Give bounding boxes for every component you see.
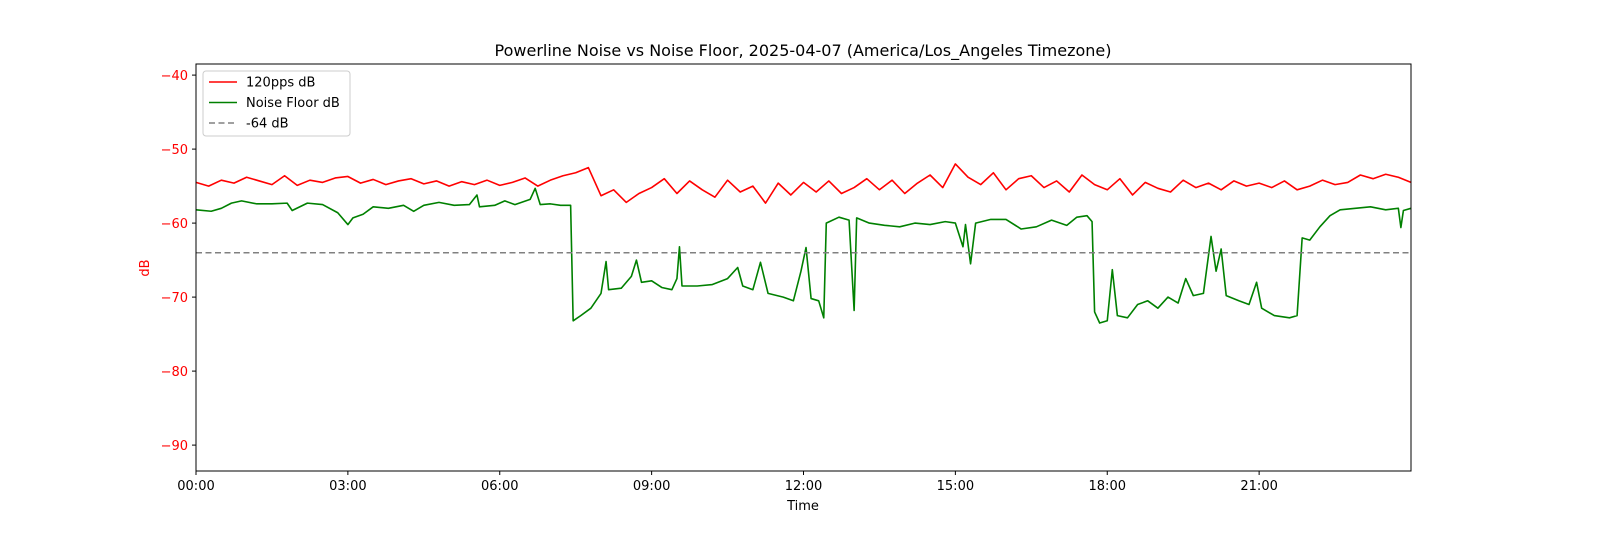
legend-box [202,70,351,137]
x-tick-label: 06:00 [481,479,518,494]
legend-label-1: Noise Floor dB [246,96,340,111]
y-tick-label: −40 [161,69,188,84]
series-layer [195,163,1412,324]
x-axis-label: Time [786,499,819,514]
legend-label-0: 120pps dB [246,76,315,91]
y-tick-label: −60 [161,217,188,232]
y-tick-label: −90 [161,439,188,454]
x-tick-label: 03:00 [329,479,366,494]
x-tick-label: 09:00 [633,479,670,494]
x-tick-label: 15:00 [937,479,974,494]
legend: 120pps dB Noise Floor dB -64 dB [202,70,351,137]
series-line-1 [195,187,1412,324]
y-axis: −40 −50 −60 −70 −80 −90 [161,69,196,454]
x-tick-label: 12:00 [785,479,822,494]
legend-label-2: -64 dB [246,117,289,132]
chart-title: Powerline Noise vs Noise Floor, 2025-04-… [495,41,1112,61]
series-line-0 [195,163,1412,204]
y-tick-label: −70 [161,291,188,306]
y-tick-label: −50 [161,143,188,158]
y-tick-label: −80 [161,365,188,380]
x-axis: 00:00 03:00 06:00 09:00 12:00 15:00 18:00 21:00 [177,471,1278,494]
y-axis-label: dB [138,259,153,276]
x-tick-label: 21:00 [1240,479,1277,494]
x-tick-label: 00:00 [177,479,214,494]
plot-frame [195,63,1412,472]
x-tick-label: 18:00 [1089,479,1126,494]
